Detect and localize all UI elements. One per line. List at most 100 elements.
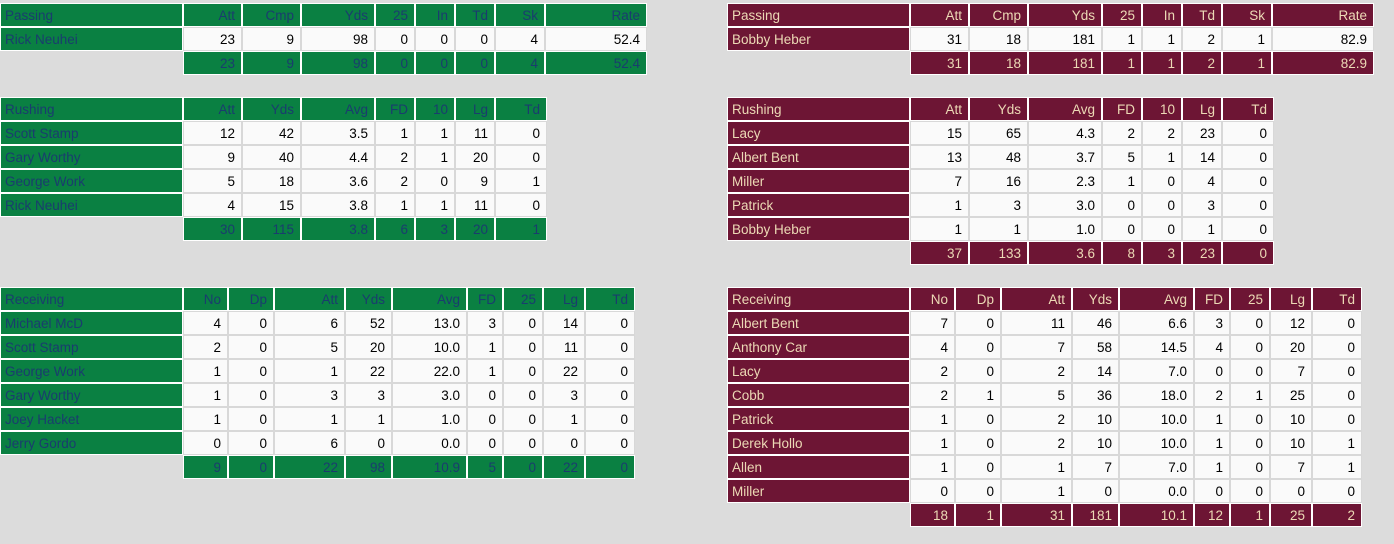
column-header-lg: Lg	[1182, 97, 1222, 121]
stat-cell: 1	[1142, 145, 1182, 169]
stat-cell: 48	[969, 145, 1028, 169]
right-receiving-slot: Receiving No Dp Att Yds Avg FD 25 Lg Td Albert Ben…	[727, 287, 1394, 544]
stat-cell: 1	[495, 169, 547, 193]
stat-cell: 6.6	[1119, 311, 1194, 335]
player-row: Lacy 15 65 4.3 2 2 23 0	[727, 121, 1274, 145]
stat-cell: 3	[1182, 193, 1222, 217]
totals-cell: 2	[1182, 51, 1222, 75]
stat-cell: 0	[1312, 479, 1362, 503]
table-header-row: Receiving No Dp Att Yds Avg FD 25 Lg Td	[727, 287, 1362, 311]
stat-cell: 0	[228, 335, 274, 359]
stat-cell: 23	[183, 27, 242, 51]
column-header-fd: FD	[1102, 97, 1142, 121]
player-name-cell: Cobb	[727, 383, 910, 407]
stat-cell: 10	[1072, 407, 1119, 431]
stat-cell: 0	[1102, 217, 1142, 241]
stat-cell: 0	[228, 407, 274, 431]
totals-cell: 1	[1230, 503, 1270, 527]
stat-cell: 10	[1270, 431, 1312, 455]
column-header-dp: Dp	[228, 287, 274, 311]
stat-cell: 40	[242, 145, 301, 169]
stat-cell: 1	[910, 455, 955, 479]
stat-cell: 13.0	[392, 311, 467, 335]
stat-cell: 1	[1102, 169, 1142, 193]
stat-cell: 9	[455, 169, 495, 193]
stat-cell: 1	[274, 407, 345, 431]
stat-cell: 0	[955, 455, 1001, 479]
column-header-rate: Rate	[1272, 3, 1374, 27]
player-name-cell: Patrick	[727, 193, 910, 217]
totals-cell: 5	[467, 455, 503, 479]
totals-cell: 18	[910, 503, 955, 527]
right-passing-slot: Passing Att Cmp Yds 25 In Td Sk Rate Bobby Heber 3…	[727, 3, 1394, 97]
column-header-yds: Yds	[345, 287, 392, 311]
stat-cell: 0	[1222, 217, 1274, 241]
player-name-cell: Bobby Heber	[727, 217, 910, 241]
stat-cell: 7	[1072, 455, 1119, 479]
table-header-row: Receiving No Dp Att Yds Avg FD 25 Lg Td	[0, 287, 635, 311]
stat-cell: 0	[503, 335, 543, 359]
stat-cell: 36	[1072, 383, 1119, 407]
totals-cell: 10.1	[1119, 503, 1194, 527]
player-row: Allen 1 0 1 7 7.0 1 0 7 1	[727, 455, 1362, 479]
stat-cell: 0	[1312, 407, 1362, 431]
stat-cell: 10.0	[392, 335, 467, 359]
table-header-row: Rushing Att Yds Avg FD 10 Lg Td	[727, 97, 1274, 121]
player-name-cell: Scott Stamp	[0, 121, 183, 145]
stat-cell: 7	[910, 169, 969, 193]
left-rushing-slot: Rushing Att Yds Avg FD 10 Lg Td Scott Stamp 12 42 3…	[0, 97, 727, 287]
stat-cell: 7.0	[1119, 359, 1194, 383]
player-name-cell: Bobby Heber	[727, 27, 910, 51]
totals-cell: 181	[1028, 51, 1102, 75]
column-header-yds: Yds	[242, 97, 301, 121]
stat-cell: 2	[1182, 27, 1222, 51]
player-row: Rick Neuhei 23 9 98 0 0 0 4 52.4	[0, 27, 647, 51]
totals-cell: 0	[375, 51, 415, 75]
left-passing-slot: Passing Att Cmp Yds 25 In Td Sk Rate Rick Neuhei 2…	[0, 3, 727, 97]
stat-cell: 0	[1142, 217, 1182, 241]
player-name-cell: Patrick	[727, 407, 910, 431]
column-header-sk: Sk	[495, 3, 545, 27]
column-header-10: 10	[415, 97, 455, 121]
stat-cell: 0	[503, 407, 543, 431]
stat-cell: 2	[375, 169, 415, 193]
stat-cell: 3.6	[301, 169, 375, 193]
stat-cell: 1	[183, 407, 228, 431]
totals-cell: 0	[1222, 241, 1274, 265]
stat-cell: 1	[183, 359, 228, 383]
player-row: Michael McD 4 0 6 52 13.0 3 0 14 0	[0, 311, 635, 335]
stat-cell: 4	[910, 335, 955, 359]
stat-cell: 4.3	[1028, 121, 1102, 145]
stat-cell: 42	[242, 121, 301, 145]
totals-cell: 0	[415, 51, 455, 75]
player-row: Scott Stamp 2 0 5 20 10.0 1 0 11 0	[0, 335, 635, 359]
totals-cell: 115	[242, 217, 301, 241]
totals-cell: 0	[585, 455, 635, 479]
receiving-title: Receiving	[0, 287, 183, 311]
stat-cell: 4.4	[301, 145, 375, 169]
stat-cell: 0	[585, 383, 635, 407]
stat-cell: 0	[467, 383, 503, 407]
stat-cell: 2	[1001, 359, 1072, 383]
stat-cell: 0	[495, 145, 547, 169]
stat-cell: 0	[503, 431, 543, 455]
stat-cell: 1	[375, 193, 415, 217]
stat-cell: 4	[183, 193, 242, 217]
totals-row: 23 9 98 0 0 0 4 52.4	[0, 51, 647, 75]
stat-cell: 12	[1270, 311, 1312, 335]
totals-spacer-cell	[727, 51, 910, 75]
column-header-att: Att	[910, 3, 969, 27]
stat-cell: 1	[543, 407, 585, 431]
stat-cell: 2	[1001, 407, 1072, 431]
stat-cell: 0	[1270, 479, 1312, 503]
stat-cell: 13	[910, 145, 969, 169]
stat-cell: 18	[242, 169, 301, 193]
column-header-lg: Lg	[543, 287, 585, 311]
stat-cell: 98	[301, 27, 375, 51]
stat-cell: 65	[969, 121, 1028, 145]
stat-cell: 0	[1142, 169, 1182, 193]
stat-cell: 0	[495, 193, 547, 217]
stat-cell: 0	[1102, 193, 1142, 217]
stat-cell: 3.8	[301, 193, 375, 217]
stat-cell: 5	[183, 169, 242, 193]
